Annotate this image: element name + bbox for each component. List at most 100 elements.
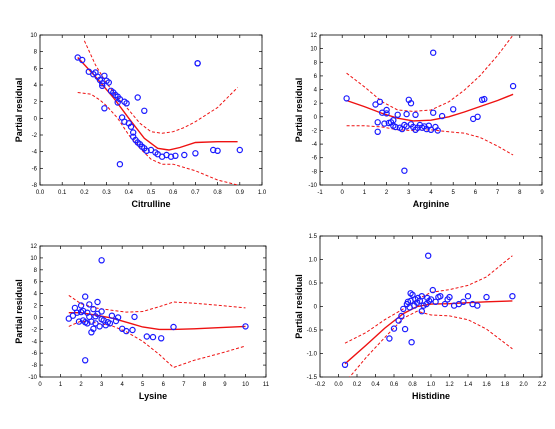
x-tick-label: 6: [474, 190, 478, 196]
data-point: [194, 60, 201, 67]
data-point: [86, 301, 93, 308]
x-tick-label: 7: [182, 382, 186, 388]
data-point: [407, 290, 414, 297]
x-tick-label: 0.5: [147, 190, 156, 196]
data-point: [430, 109, 437, 116]
x-tick-label: 6: [162, 382, 166, 388]
data-point: [412, 111, 419, 119]
y-tick-label: 6: [34, 66, 38, 72]
x-tick-label: 4: [121, 382, 125, 388]
x-tick-label: -0.2: [315, 382, 326, 388]
data-point: [372, 101, 379, 108]
data-point: [441, 300, 449, 308]
x-axis-label: Arginine: [413, 199, 450, 209]
y-tick-label: -4: [312, 142, 318, 148]
x-tick-label: 1.2: [445, 382, 454, 388]
data-point: [418, 293, 425, 300]
y-axis-label: Partial residual: [294, 274, 304, 339]
y-tick-label: -10: [28, 375, 37, 381]
data-point: [418, 308, 425, 315]
x-tick-label: 0.4: [371, 382, 380, 388]
data-point: [106, 320, 114, 327]
plot-content: [65, 257, 249, 369]
data-point: [172, 152, 179, 159]
data-point: [398, 312, 405, 320]
data-point: [78, 56, 86, 64]
chart-panel-4: -0.2 0.0 0.2 0.4 0.6 0.8 1.0 1.2 1.4 1.6 1.8 2.0 2.2…: [294, 234, 547, 401]
x-tick-label: 5: [452, 190, 456, 196]
data-point: [114, 314, 122, 321]
data-point: [383, 106, 390, 114]
data-point: [437, 293, 444, 300]
x-tick-label: 0.6: [169, 190, 178, 196]
y-tick-label: -6: [32, 351, 38, 357]
ci-lower-line: [77, 92, 238, 185]
x-tick-label: 1: [363, 190, 367, 196]
data-point: [98, 82, 106, 90]
data-point: [170, 323, 177, 331]
data-point: [394, 111, 401, 119]
data-point: [167, 153, 175, 160]
data-point: [98, 257, 105, 264]
y-tick-label: 1.5: [309, 234, 318, 240]
x-tick-label: 2.2: [538, 382, 547, 388]
y-tick-label: 8: [34, 268, 38, 274]
data-point: [460, 298, 467, 305]
y-tick-label: 12: [30, 244, 37, 250]
x-tick-label: 0.8: [408, 382, 417, 388]
data-point: [407, 99, 415, 107]
y-tick-label: 8: [34, 50, 38, 56]
y-tick-label: -2: [32, 327, 38, 333]
y-tick-label: 1.0: [309, 258, 318, 264]
data-point: [96, 323, 103, 330]
x-tick-label: 11: [263, 382, 270, 388]
data-point: [400, 305, 407, 313]
data-point: [90, 305, 97, 313]
data-point: [386, 335, 393, 342]
y-axis-label: Partial residual: [14, 279, 24, 344]
data-point: [81, 357, 89, 364]
data-point: [374, 119, 381, 126]
y-tick-label: -8: [32, 183, 38, 189]
y-tick-label: 0.5: [309, 281, 318, 287]
data-point: [94, 298, 101, 306]
x-tick-label: 0.1: [58, 190, 67, 196]
y-tick-label: 0: [314, 305, 318, 311]
plot-content: [341, 252, 516, 377]
data-point: [127, 123, 135, 130]
y-tick-label: -2: [32, 133, 38, 139]
data-point: [343, 95, 350, 102]
y-tick-label: 6: [34, 280, 38, 286]
data-point: [131, 313, 138, 321]
x-tick-label: 3: [100, 382, 104, 388]
data-point: [381, 120, 388, 127]
data-point: [376, 98, 384, 106]
y-tick-label: 4: [34, 292, 38, 298]
x-tick-label: 0.2: [80, 190, 89, 196]
y-axis-label: Partial residual: [14, 78, 24, 143]
data-point: [408, 339, 415, 346]
data-point: [509, 82, 517, 90]
data-point: [481, 95, 488, 103]
x-axis-label: Histidine: [412, 391, 450, 401]
x-axis-label: Citrulline: [131, 199, 170, 209]
y-axis-label: Partial residual: [294, 78, 304, 143]
ci-lower-line: [68, 320, 246, 369]
y-tick-label: -2: [312, 128, 318, 134]
data-point: [92, 320, 99, 327]
data-point: [464, 293, 472, 300]
y-tick-label: 0: [34, 315, 38, 321]
data-point: [123, 327, 130, 335]
x-axis-label: Lysine: [139, 391, 167, 401]
x-tick-label: 0.7: [191, 190, 200, 196]
data-point: [390, 116, 397, 124]
ci-lower-line: [349, 310, 513, 377]
y-tick-label: 0: [34, 116, 38, 122]
data-point: [101, 72, 108, 80]
data-point: [430, 49, 437, 56]
data-point: [474, 302, 481, 309]
x-tick-label: 0: [341, 190, 345, 196]
y-tick-label: -8: [32, 363, 38, 369]
data-point: [509, 293, 516, 300]
data-point: [450, 106, 457, 113]
